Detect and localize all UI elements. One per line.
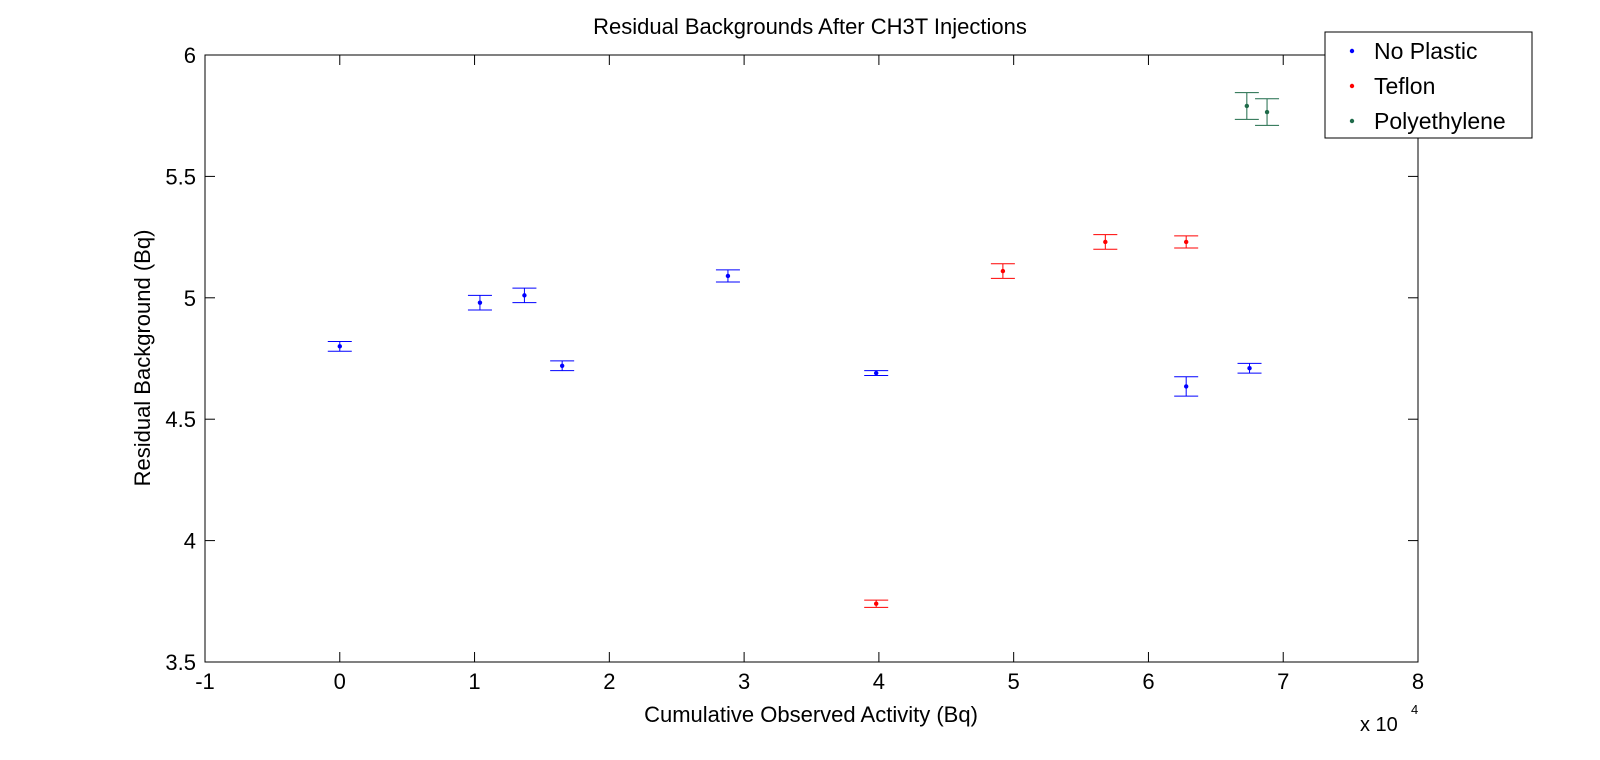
legend-box: [1324, 31, 1533, 139]
legend-label: Polyethylene: [1374, 108, 1506, 134]
data-marks: [327, 92, 1280, 608]
data-point: [1183, 239, 1189, 245]
x-axis-multiplier: x 10: [1360, 714, 1398, 736]
x-axis-label: Cumulative Observed Activity (Bq): [644, 702, 978, 727]
y-tick-label: 4: [184, 529, 196, 554]
data-point: [1000, 268, 1006, 274]
data-point: [1264, 109, 1270, 115]
x-tick-label: 1: [468, 669, 480, 694]
series-polyethylene: [1234, 92, 1280, 126]
x-tick-label: 8: [1412, 669, 1424, 694]
y-tick-label: 3.5: [165, 650, 196, 675]
data-point: [1247, 366, 1252, 371]
data-point: [477, 300, 483, 305]
data-point: [1183, 384, 1189, 389]
y-tick-label: 4.5: [165, 407, 196, 432]
y-axis-ticks: 3.5 4 4.5 5 5.5 6: [165, 43, 1418, 675]
x-tick-label: 2: [603, 669, 615, 694]
legend: No Plastic Teflon Polyethylene: [1324, 31, 1533, 139]
y-tick-label: 5: [184, 286, 196, 311]
data-point: [337, 344, 342, 349]
legend-label: Teflon: [1374, 73, 1435, 99]
y-tick-label: 6: [184, 43, 196, 68]
x-tick-label: 7: [1277, 669, 1289, 694]
data-point: [1103, 239, 1108, 245]
x-axis-multiplier-exponent: 4: [1411, 702, 1418, 717]
x-tick-label: 4: [873, 669, 885, 694]
data-point: [522, 293, 527, 298]
data-point: [873, 370, 879, 376]
legend-label: No Plastic: [1374, 38, 1478, 64]
legend-marker: [1349, 118, 1355, 124]
y-tick-label: 5.5: [165, 164, 196, 189]
y-axis-label: Residual Background (Bq): [130, 230, 155, 487]
legend-marker: [1349, 83, 1355, 89]
x-tick-label: 6: [1142, 669, 1154, 694]
legend-marker: [1349, 48, 1355, 54]
x-tick-label: 3: [738, 669, 750, 694]
data-point: [1244, 103, 1250, 109]
series-no-plastic: [327, 269, 1262, 397]
plot-area: [204, 54, 1419, 663]
x-tick-label: 5: [1008, 669, 1020, 694]
x-axis-ticks: -1 0 1 2 3 4 5 6 7 8: [195, 55, 1424, 694]
x-tick-label: 0: [334, 669, 346, 694]
data-point: [559, 363, 565, 368]
x-tick-label: -1: [195, 669, 215, 694]
data-point: [873, 601, 879, 606]
series-teflon: [864, 234, 1199, 608]
data-point: [725, 273, 731, 279]
chart-title: Residual Backgrounds After CH3T Injectio…: [593, 14, 1027, 39]
